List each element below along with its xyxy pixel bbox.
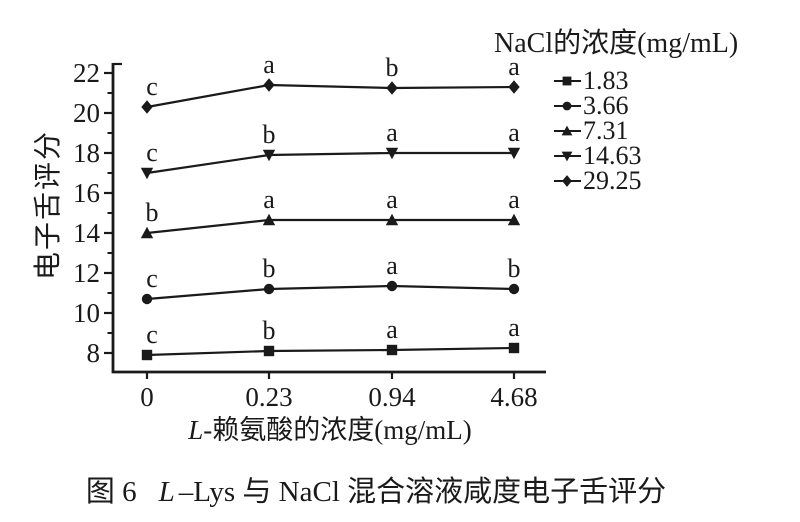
point-significance-label: b: [146, 198, 159, 227]
point-significance-label: a: [508, 118, 520, 147]
circle-marker-icon: [263, 283, 275, 295]
point-significance-label: a: [508, 313, 520, 342]
y-axis-title: 电子舌评分: [33, 129, 64, 281]
diamond-marker-icon: [508, 80, 520, 94]
triangle-down-legend-key: [554, 151, 581, 161]
point-significance-label: a: [508, 185, 520, 214]
y-tick-label: 8: [87, 338, 101, 368]
x-tick-label: 0.94: [368, 382, 416, 412]
point-significance-label: c: [146, 264, 158, 293]
y-tick-label: 22: [73, 58, 100, 88]
legend-entry: 7.31: [554, 116, 738, 145]
square-marker-icon: [141, 349, 153, 361]
series-29.25: ca b a: [141, 50, 520, 114]
series-14.63: cb a a: [140, 118, 521, 180]
diamond-marker-icon: [562, 174, 572, 187]
x-axis-title: L-赖氨酸的浓度(mg/mL): [113, 408, 547, 447]
point-significance-label: a: [263, 50, 275, 79]
triangle-up-marker-icon: [507, 213, 521, 226]
y-tick-label: 10: [73, 298, 100, 328]
x-tick-label: 4.68: [490, 382, 537, 412]
series-line: [146, 83, 515, 109]
triangle-up-marker-icon: [561, 125, 573, 135]
x-axis-title-italic-l: L: [188, 415, 204, 445]
legend-entries: 1.83 3.66 7.31 14.63 29.25: [554, 66, 738, 195]
legend-entry-label: 3.66: [583, 91, 629, 120]
triangle-up-marker-icon: [262, 213, 276, 226]
circle-marker-icon: [508, 283, 520, 295]
point-significance-label: a: [263, 185, 275, 214]
point-significance-label: b: [263, 120, 276, 149]
diamond-marker-icon: [263, 78, 275, 92]
point-significance-label: c: [146, 72, 158, 101]
series-line: [146, 346, 515, 357]
circle-marker-icon: [386, 280, 398, 292]
triangle-down-marker-icon: [561, 151, 573, 161]
legend-entry-label: 29.25: [583, 166, 642, 195]
point-significance-label: b: [508, 254, 521, 283]
series-line: [146, 151, 514, 175]
y-tick-label: 20: [73, 98, 100, 128]
point-significance-label: a: [386, 185, 398, 214]
legend-entry-label: 1.83: [583, 66, 629, 95]
square-marker-icon: [386, 344, 398, 356]
point-significance-label: c: [146, 320, 158, 349]
triangle-up-legend-key: [554, 125, 581, 135]
triangle-up-marker-icon: [140, 226, 154, 239]
legend-entry: 1.83: [554, 66, 738, 95]
y-tick-label: 14: [73, 218, 101, 248]
y-tick-label: 18: [73, 138, 100, 168]
legend-entry: 3.66: [554, 91, 738, 120]
diamond-marker-icon: [386, 81, 398, 95]
point-significance-label: a: [386, 251, 398, 280]
x-tick-label: 0.23: [245, 382, 292, 412]
diamond-marker-icon: [141, 100, 153, 114]
square-marker-icon: [263, 345, 275, 357]
x-axis-title-rest: -赖氨酸的浓度(mg/mL): [203, 415, 472, 445]
triangle-down-marker-icon: [262, 149, 276, 162]
y-tick-label: 12: [73, 258, 100, 288]
point-significance-label: a: [386, 118, 398, 147]
triangle-down-marker-icon: [507, 147, 521, 160]
figure-caption: 图 6 L –Lys 与 NaCl 混合溶液咸度电子舌评分: [0, 468, 752, 510]
legend-entry-label: 7.31: [583, 116, 629, 145]
legend-entry: 29.25: [554, 166, 738, 195]
legend-title: NaCl的浓度(mg/mL): [494, 28, 739, 59]
triangle-down-marker-icon: [140, 167, 154, 180]
x-tick-label: 0: [140, 382, 154, 412]
circle-marker-icon: [562, 101, 572, 110]
triangle-down-marker-icon: [385, 147, 399, 160]
circle-legend-key: [554, 101, 581, 110]
point-significance-label: c: [146, 138, 158, 167]
legend: NaCl的浓度(mg/mL) 1.83 3.66 7.31 14.63 29.25: [494, 28, 739, 195]
caption-figure-label: 图 6: [85, 476, 137, 508]
square-legend-key: [554, 76, 581, 85]
circle-marker-icon: [141, 293, 153, 305]
point-significance-label: b: [263, 316, 276, 345]
point-significance-label: a: [386, 315, 398, 344]
caption-text: –Lys 与 NaCl 混合溶液咸度电子舌评分: [178, 476, 667, 508]
legend-entry: 14.63: [554, 141, 738, 170]
triangle-up-marker-icon: [385, 213, 399, 226]
caption-italic-l: L: [158, 476, 175, 508]
series-line: [146, 284, 515, 301]
point-significance-label: b: [263, 254, 276, 283]
diamond-legend-key: [554, 174, 581, 187]
y-tick-label: 16: [73, 178, 100, 208]
square-marker-icon: [562, 76, 572, 85]
series-line: [146, 218, 514, 235]
point-significance-label: a: [508, 52, 520, 81]
square-marker-icon: [508, 342, 520, 354]
legend-entry-label: 14.63: [583, 141, 642, 170]
point-significance-label: b: [386, 53, 399, 82]
